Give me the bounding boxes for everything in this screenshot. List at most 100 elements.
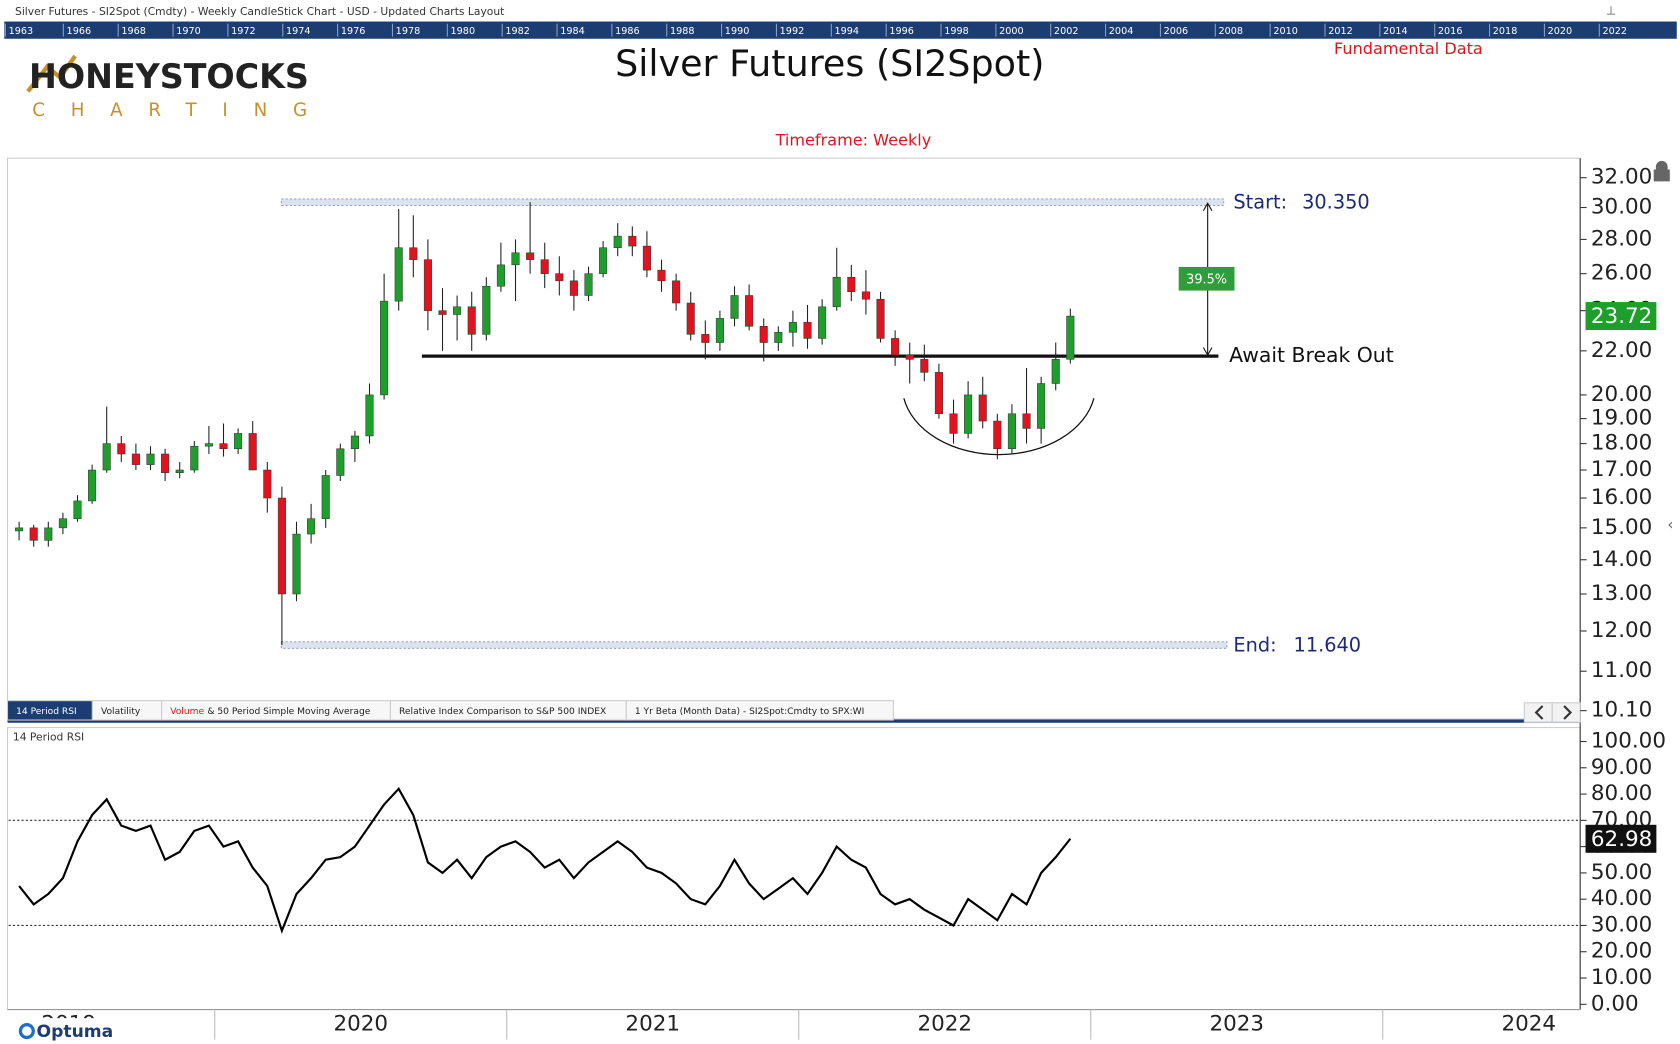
candle-body bbox=[219, 443, 228, 450]
last-price: 23.72 bbox=[1591, 304, 1652, 329]
x-tick-label: 2022 bbox=[917, 1012, 972, 1037]
timeline-year[interactable]: 1998 bbox=[944, 26, 969, 37]
candle-body bbox=[569, 280, 578, 296]
timeline-year[interactable]: 1990 bbox=[725, 26, 750, 37]
candle-body bbox=[1051, 359, 1060, 384]
y-tick-label: 13.00 bbox=[1591, 581, 1652, 606]
tab-label: Relative Index Comparison to S&P 500 IND… bbox=[399, 707, 606, 717]
timeframe: Timeframe: Weekly bbox=[775, 130, 932, 149]
candle-body bbox=[964, 394, 973, 434]
candle-body bbox=[380, 300, 389, 396]
timeline-year[interactable]: 2008 bbox=[1219, 26, 1244, 37]
candle-body bbox=[175, 469, 184, 474]
y-tick-label: 30.00 bbox=[1591, 912, 1652, 937]
candle-body bbox=[949, 413, 958, 434]
timeline-year[interactable]: 1974 bbox=[286, 26, 311, 37]
timeline-year[interactable]: 1968 bbox=[121, 26, 146, 37]
pin-icon[interactable]: ⊥ bbox=[1606, 3, 1616, 17]
y-tick-label: 0.00 bbox=[1591, 991, 1639, 1016]
tab-label: & 50 Period Simple Moving Average bbox=[207, 707, 370, 717]
rsi-title: 14 Period RSI bbox=[13, 730, 84, 743]
y-tick-label: 14.00 bbox=[1591, 547, 1652, 572]
timeline-year[interactable]: 2016 bbox=[1438, 26, 1463, 37]
y-tick-label: 28.00 bbox=[1591, 226, 1652, 251]
level-band bbox=[280, 641, 1228, 649]
y-tick-label: 10.10 bbox=[1591, 698, 1652, 723]
candle-body bbox=[715, 318, 724, 343]
tab[interactable] bbox=[625, 700, 894, 721]
timeline-year[interactable]: 1994 bbox=[835, 26, 860, 37]
y-tick-label: 10.00 bbox=[1591, 965, 1652, 990]
candle-body bbox=[15, 527, 24, 532]
scroll-right[interactable] bbox=[1551, 702, 1581, 723]
candle-body bbox=[584, 273, 593, 296]
timeline-year[interactable]: 2010 bbox=[1273, 26, 1298, 37]
candle-body bbox=[350, 435, 359, 450]
x-tick-label: 2024 bbox=[1501, 1012, 1556, 1037]
candle-body bbox=[204, 443, 213, 447]
timeline-year[interactable]: 2018 bbox=[1493, 26, 1518, 37]
timeline-year[interactable]: 1972 bbox=[231, 26, 256, 37]
timeline-year[interactable]: 2014 bbox=[1383, 26, 1408, 37]
timeline-year[interactable]: 1982 bbox=[505, 26, 530, 37]
y-tick-label: 40.00 bbox=[1591, 886, 1652, 911]
timeline-year[interactable]: 2000 bbox=[999, 26, 1024, 37]
timeline-year[interactable]: 2020 bbox=[1548, 26, 1573, 37]
brand-mark bbox=[18, 1023, 35, 1040]
timeline-year[interactable]: 2022 bbox=[1602, 26, 1627, 37]
candle-body bbox=[248, 433, 257, 471]
candle-body bbox=[1037, 383, 1046, 429]
candle-body bbox=[818, 306, 827, 339]
y-tick-label: 20.00 bbox=[1591, 382, 1652, 407]
fundamental-link[interactable]: Fundamental Data bbox=[1334, 39, 1483, 58]
rsi-panel bbox=[6, 727, 1581, 1011]
timeline-year[interactable]: 1970 bbox=[176, 26, 201, 37]
timeline-strip[interactable] bbox=[4, 21, 1677, 39]
candle-body bbox=[394, 247, 403, 302]
candle-body bbox=[307, 518, 316, 535]
candle-body bbox=[365, 394, 374, 437]
x-tick-label: 2021 bbox=[625, 1012, 680, 1037]
candle-body bbox=[788, 322, 797, 333]
plot: 10.10 11.00 12.00 13.00 14.00 15.00 16.00 17.00… bbox=[8, 165, 1666, 1040]
y-tick-label: 100.00 bbox=[1591, 728, 1666, 753]
timeline-year[interactable]: 2012 bbox=[1328, 26, 1353, 37]
candle-body bbox=[774, 332, 783, 343]
timeline-year[interactable]: 2006 bbox=[1164, 26, 1189, 37]
timeline-year[interactable]: 1996 bbox=[889, 26, 914, 37]
level-value: 30.350 bbox=[1302, 191, 1370, 214]
y-tick-label: 16.00 bbox=[1591, 485, 1652, 510]
collapse-arrow[interactable]: ‹ bbox=[1667, 516, 1673, 534]
candle-body bbox=[73, 500, 82, 519]
candle-body bbox=[540, 259, 549, 274]
scroll-left[interactable] bbox=[1523, 702, 1553, 723]
y-tick-label: 30.00 bbox=[1591, 195, 1652, 220]
change-label: 39.5% bbox=[1186, 272, 1227, 287]
last-rsi-box bbox=[1585, 824, 1657, 853]
y-tick-label: 18.00 bbox=[1591, 431, 1652, 456]
timeline-year[interactable]: 1992 bbox=[780, 26, 805, 37]
timeline-year[interactable]: 1963 bbox=[9, 26, 34, 37]
candle-body bbox=[628, 235, 637, 247]
timeline-year[interactable]: 1988 bbox=[670, 26, 695, 37]
timeline-year[interactable]: 1966 bbox=[67, 26, 92, 37]
change-box bbox=[1178, 266, 1235, 291]
candle-body bbox=[891, 338, 900, 356]
y-tick-label: 19.00 bbox=[1591, 406, 1652, 431]
timeline-year[interactable]: 2002 bbox=[1054, 26, 1079, 37]
tab-label: 14 Period RSI bbox=[16, 707, 77, 717]
timeline-year[interactable]: 2004 bbox=[1109, 26, 1134, 37]
timeline-year[interactable]: 1986 bbox=[615, 26, 640, 37]
y-tick-label: 12.00 bbox=[1591, 618, 1652, 643]
timeline-year[interactable]: 1978 bbox=[396, 26, 421, 37]
timeline-year[interactable]: 1984 bbox=[560, 26, 585, 37]
candle-body bbox=[934, 372, 943, 415]
timeline-year[interactable]: 1980 bbox=[451, 26, 476, 37]
candle-body bbox=[58, 518, 67, 529]
candle-body bbox=[88, 469, 97, 502]
candle-body bbox=[555, 273, 564, 282]
candle-body bbox=[511, 252, 520, 266]
timeline-year[interactable]: 1976 bbox=[341, 26, 366, 37]
candle-body bbox=[730, 295, 739, 319]
